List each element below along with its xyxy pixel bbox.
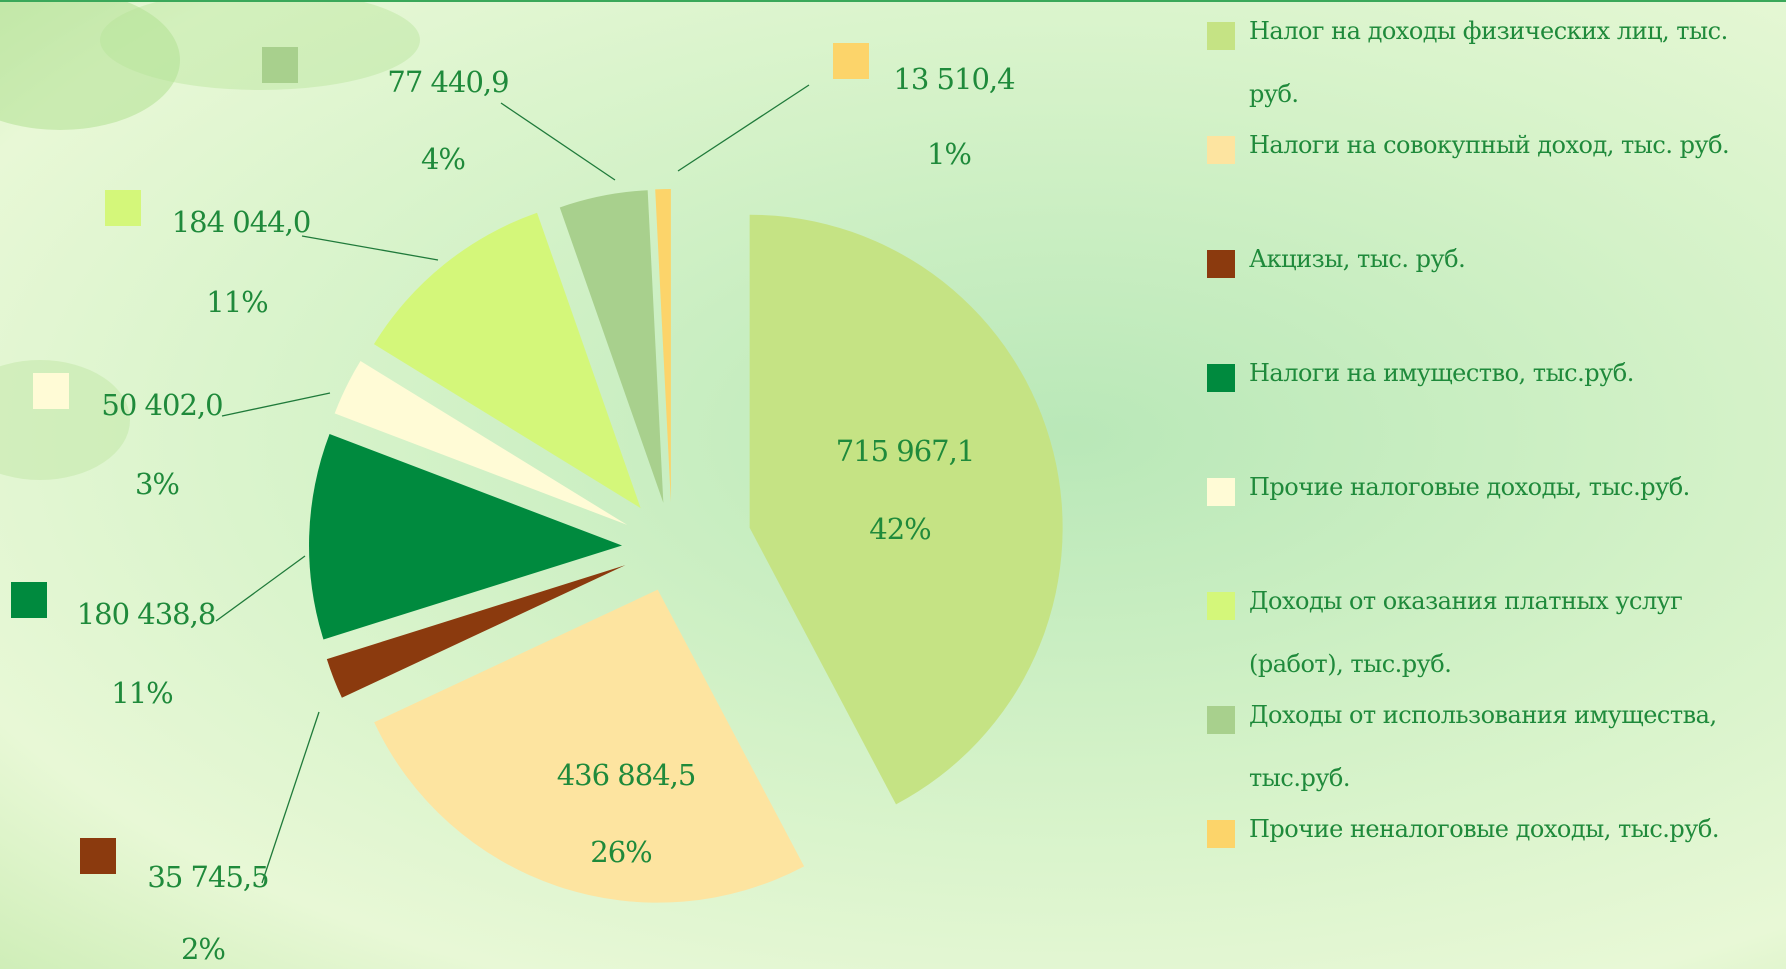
- value-label: 180 438,8: [77, 597, 216, 631]
- legend-key: [1207, 478, 1235, 506]
- pie-slice: [750, 215, 1063, 805]
- value-label: 77 440,9: [387, 65, 508, 99]
- percent-label: 42%: [869, 512, 930, 546]
- legend-label: Доходы от оказания платных услуг (работ)…: [1249, 570, 1777, 696]
- legend-key: [1207, 22, 1235, 50]
- legend-label: Налог на доходы физических лиц, тыс. руб…: [1249, 0, 1777, 126]
- leader-line: [501, 103, 615, 180]
- leader-line: [678, 85, 809, 171]
- legend-label: Прочие налоговые доходы, тыс.руб.: [1249, 456, 1777, 519]
- percent-label: 3%: [135, 467, 179, 501]
- legend-label: Доходы от использования имущества, тыс.р…: [1249, 684, 1777, 810]
- legend-label: Налоги на совокупный доход, тыс. руб.: [1249, 114, 1777, 177]
- percent-label: 2%: [181, 932, 225, 966]
- label-key: [33, 373, 69, 409]
- value-label: 715 967,1: [836, 434, 975, 468]
- legend-key: [1207, 136, 1235, 164]
- label-key: [105, 190, 141, 226]
- leader-line: [222, 393, 330, 416]
- legend-key: [1207, 250, 1235, 278]
- percent-label: 1%: [927, 137, 971, 171]
- percent-label: 4%: [421, 142, 465, 176]
- label-key: [833, 43, 869, 79]
- legend-label: Налоги на имущество, тыс.руб.: [1249, 342, 1777, 405]
- legend-key: [1207, 364, 1235, 392]
- legend-key: [1207, 706, 1235, 734]
- legend: Налог на доходы физических лиц, тыс. руб…: [1207, 0, 1777, 969]
- legend-key: [1207, 592, 1235, 620]
- label-key: [262, 47, 298, 83]
- value-label: 13 510,4: [893, 62, 1014, 96]
- leader-line: [216, 556, 305, 621]
- legend-label: Прочие неналоговые доходы, тыс.руб.: [1249, 798, 1777, 861]
- leader-line: [302, 236, 438, 260]
- leader-line: [262, 712, 319, 883]
- page: 715 967,1 42% 436 884,5 26% 35 745,5 2% 180 43…: [0, 0, 1786, 969]
- label-key: [80, 838, 116, 874]
- value-label: 35 745,5: [147, 860, 268, 894]
- percent-label: 11%: [206, 285, 267, 319]
- label-key: [11, 582, 47, 618]
- percent-label: 11%: [111, 676, 172, 710]
- value-label: 436 884,5: [557, 758, 696, 792]
- percent-label: 26%: [590, 835, 651, 869]
- value-label: 50 402,0: [101, 388, 222, 422]
- value-label: 184 044,0: [172, 205, 311, 239]
- legend-key: [1207, 820, 1235, 848]
- legend-label: Акцизы, тыс. руб.: [1249, 228, 1777, 291]
